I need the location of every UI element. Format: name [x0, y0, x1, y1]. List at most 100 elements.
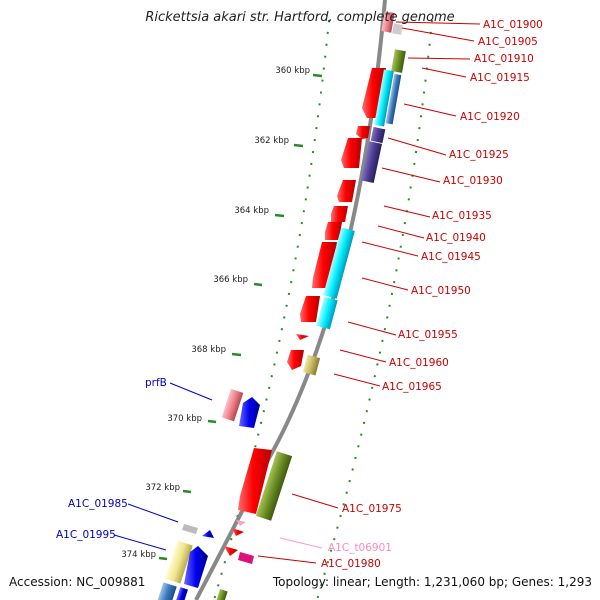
tick-mark — [293, 143, 304, 148]
gene-A1C_01950[interactable] — [323, 227, 355, 299]
leader-A1C_01915 — [421, 67, 467, 78]
leader-A1C_01920 — [403, 103, 457, 117]
gene-A1C_01980[interactable] — [238, 552, 254, 564]
gene-small-red-1[interactable] — [356, 126, 370, 139]
gene-label[interactable]: A1C_01905 — [478, 36, 538, 48]
leader-A1C_01925 — [387, 137, 447, 156]
leader-A1C_t06901 — [279, 537, 323, 549]
inner-guide-ring — [316, 19, 433, 600]
gene-A1C_01980-red-2[interactable] — [224, 546, 238, 556]
gene-features — [157, 11, 406, 600]
gene-A1C_01930[interactable] — [360, 141, 383, 184]
gene-A1C_01995[interactable] — [165, 540, 193, 584]
gene-A1C_01940[interactable] — [331, 206, 348, 222]
tick-mark — [312, 73, 323, 78]
leader-lines-right — [257, 21, 481, 564]
leader-A1C_01950 — [361, 277, 409, 291]
gene-A1C_01975-red[interactable] — [238, 448, 272, 514]
gene-A1C_01900[interactable] — [381, 11, 395, 33]
gene-label[interactable]: A1C_01975 — [342, 503, 402, 515]
leader-A1C_01900 — [395, 21, 481, 25]
gene-label[interactable]: A1C_01950 — [411, 285, 471, 297]
gene-blue-2[interactable] — [184, 546, 208, 588]
leader-A1C_01945 — [361, 241, 419, 257]
gene-A1C_01925[interactable] — [341, 138, 362, 168]
gene-label[interactable]: A1C_01900 — [483, 19, 543, 31]
map-title: Rickettsia akari str. Hartford, complete… — [145, 10, 455, 25]
gene-label[interactable]: A1C_01930 — [443, 175, 503, 187]
gene-A1C_01985[interactable] — [202, 530, 214, 538]
leader-A1C_01995 — [113, 534, 167, 551]
gene-label[interactable]: A1C_01965 — [382, 381, 442, 393]
tick-mark — [182, 489, 192, 494]
gene-label[interactable]: A1C_01960 — [389, 357, 449, 369]
leader-prfB — [169, 382, 213, 401]
accession-text: Accession: NC_009881 — [9, 575, 146, 589]
gene-label[interactable]: A1C_01995 — [56, 529, 116, 541]
tick-label: 364 kbp — [234, 206, 269, 216]
gene-label[interactable]: A1C_01945 — [421, 251, 481, 263]
leader-A1C_01905 — [401, 27, 475, 42]
gene-A1C_01905[interactable] — [392, 23, 403, 35]
tick-label: 362 kbp — [254, 136, 289, 146]
tick-mark — [253, 282, 263, 287]
leader-A1C_01985 — [127, 503, 179, 523]
tick-label: 368 kbp — [191, 345, 226, 355]
gene-blue-1[interactable] — [239, 397, 260, 428]
leader-A1C_01960 — [339, 349, 387, 363]
leader-A1C_01930 — [381, 167, 441, 183]
gene-label[interactable]: A1C_01980 — [321, 558, 381, 570]
gene-A1C_01955[interactable] — [316, 296, 338, 330]
leader-A1C_01935 — [383, 205, 431, 218]
gene-A1C_01975[interactable] — [255, 451, 293, 521]
tick-mark — [207, 419, 217, 424]
gene-label[interactable]: A1C_01925 — [449, 149, 509, 161]
tick-label: 370 kbp — [167, 414, 202, 424]
gene-A1C_01925-purple[interactable] — [370, 126, 386, 144]
leader-A1C_01980 — [257, 555, 317, 564]
tick-label: 374 kbp — [121, 550, 156, 560]
gene-small-red-2[interactable] — [296, 334, 309, 340]
leader-A1C_01940 — [377, 225, 425, 239]
gene-A1C_01920-a[interactable] — [374, 69, 394, 127]
gene-A1C_01945[interactable] — [325, 222, 342, 240]
tick-marks — [158, 73, 323, 561]
gene-A1C_01960[interactable] — [287, 350, 304, 370]
gene-label[interactable]: A1C_01910 — [474, 53, 534, 65]
gene-A1C_01980-red[interactable] — [232, 528, 244, 536]
gene-label[interactable]: prfB — [145, 377, 167, 389]
gene-olive-bottom[interactable] — [216, 589, 228, 600]
tick-mark — [274, 213, 285, 218]
gene-A1C_01910[interactable] — [391, 49, 406, 73]
leader-lines-left — [113, 382, 213, 551]
tick-mark — [158, 556, 168, 561]
leader-A1C_01975 — [291, 493, 339, 509]
tick-mark — [231, 352, 242, 357]
gene-A1C_01920-b[interactable] — [385, 73, 402, 125]
tick-label: 366 kbp — [213, 275, 248, 285]
gene-A1C_01935[interactable] — [337, 180, 356, 202]
gene-A1C_01965[interactable] — [302, 354, 321, 376]
gene-label[interactable]: A1C_01940 — [426, 232, 486, 244]
leader-A1C_01965 — [333, 373, 381, 387]
leader-A1C_01910 — [407, 57, 471, 60]
gene-A1C_01955-red[interactable] — [300, 296, 320, 322]
gene-blue-bottom[interactable] — [176, 587, 188, 600]
gene-A1C_01985-grey[interactable] — [182, 524, 198, 534]
gene-steel-bottom[interactable] — [157, 582, 177, 600]
leader-A1C_01955 — [347, 321, 397, 336]
genome-backbone — [194, 0, 387, 600]
gene-label[interactable]: A1C_01935 — [432, 210, 492, 222]
genome-summary-text: Topology: linear; Length: 1,231,060 bp; … — [272, 575, 592, 589]
gene-label[interactable]: A1C_01985 — [68, 498, 128, 510]
gene-A1C_t06901[interactable] — [236, 520, 246, 526]
gene-label[interactable]: A1C_01920 — [460, 111, 520, 123]
gene-label[interactable]: A1C_t06901 — [328, 542, 392, 554]
gene-label[interactable]: A1C_01955 — [398, 329, 458, 341]
tick-label: 360 kbp — [275, 66, 310, 76]
tick-label: 372 kbp — [145, 483, 180, 493]
gene-prfB[interactable] — [221, 388, 244, 422]
gene-label[interactable]: A1C_01915 — [470, 72, 530, 84]
